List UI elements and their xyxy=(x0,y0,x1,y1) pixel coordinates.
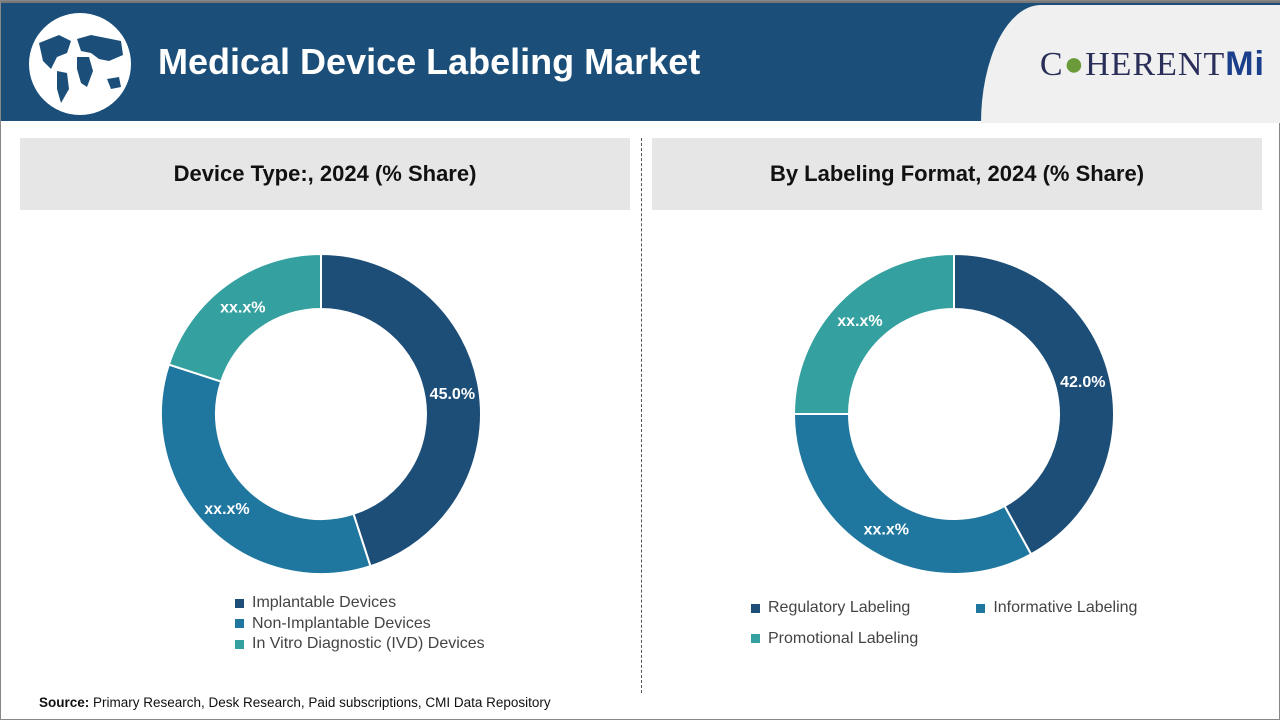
donut-slice-1 xyxy=(953,252,1115,556)
legend-item: Implantable Devices xyxy=(235,593,485,614)
labeling-format-donut: 42.0% xx.x% xx.x% xyxy=(792,252,1115,575)
legend-item: Regulatory Labeling xyxy=(751,598,910,619)
right-chart-title: By Labeling Format, 2024 (% Share) xyxy=(652,138,1262,210)
data-label: 42.0% xyxy=(1060,374,1105,391)
page-title: Medical Device Labeling Market xyxy=(158,41,701,82)
legend-swatch xyxy=(235,619,244,629)
world-map-icon xyxy=(29,13,131,115)
legend-swatch xyxy=(976,603,986,613)
legend-item: In Vitro Diagnostic (IVD) Devices xyxy=(235,634,485,655)
legend-swatch xyxy=(235,639,244,649)
data-label: 45.0% xyxy=(430,386,475,403)
legend-swatch xyxy=(235,598,244,608)
divider xyxy=(641,138,642,693)
donut-slice-3 xyxy=(167,252,322,383)
data-label: xx.x% xyxy=(864,521,909,538)
logo-area: C●HERENTMi xyxy=(981,5,1280,123)
coherentmi-logo: C●HERENTMi xyxy=(1039,45,1265,83)
source-note: Source: Primary Research, Desk Research,… xyxy=(39,695,551,710)
device-type-legend: Implantable Devices Non-Implantable Devi… xyxy=(235,593,485,655)
legend-swatch xyxy=(751,603,760,613)
left-chart-title: Device Type:, 2024 (% Share) xyxy=(20,138,630,210)
data-label: xx.x% xyxy=(220,299,265,316)
donut-slice-1 xyxy=(320,252,482,568)
device-type-donut: 45.0% xx.x% xx.x% xyxy=(160,252,482,575)
donut-slice-3 xyxy=(792,252,955,415)
legend-item: Non-Implantable Devices xyxy=(235,614,485,635)
legend-swatch xyxy=(751,634,760,644)
data-label: xx.x% xyxy=(204,501,249,518)
labeling-format-legend: Regulatory Labeling Informative Labeling… xyxy=(751,598,1137,649)
data-label: xx.x% xyxy=(837,313,882,330)
legend-item: Informative Labeling xyxy=(976,598,1137,619)
header-banner: Medical Device Labeling Market C●HERENTM… xyxy=(1,1,1280,123)
donut-slice-2 xyxy=(160,363,372,575)
donut-slice-2 xyxy=(792,413,1033,575)
legend-item: Promotional Labeling xyxy=(751,629,1137,650)
